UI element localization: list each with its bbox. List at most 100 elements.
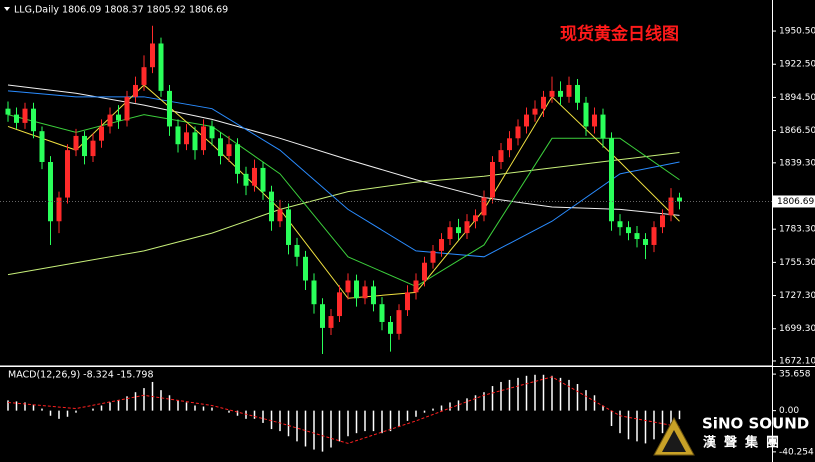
candle-body	[549, 90, 555, 97]
candle-body	[235, 144, 240, 174]
y-tick-label: -40.254	[779, 447, 814, 457]
candle-body	[660, 215, 665, 228]
y-tick-label: 1672.10	[779, 356, 815, 366]
candle-body	[422, 262, 427, 281]
y-tick-label: 1755.30	[779, 258, 815, 268]
candle-body	[201, 126, 206, 151]
candle-body	[566, 84, 572, 97]
candle-body	[617, 221, 623, 228]
candle-body	[116, 114, 121, 121]
candle-body	[515, 126, 521, 139]
logo-chinese: 漢聲集團	[703, 435, 787, 451]
candle-body	[303, 256, 308, 281]
candle-body	[379, 304, 385, 322]
candle-body	[82, 135, 87, 157]
candle-body	[320, 304, 325, 328]
candle-body	[73, 135, 79, 151]
candle-body	[651, 227, 657, 245]
candle-body	[14, 114, 19, 123]
candle-body	[490, 161, 495, 198]
candle-body	[532, 108, 538, 115]
candle-body	[600, 114, 606, 139]
candle-body	[447, 227, 453, 240]
candle-body	[133, 84, 138, 97]
candle-body	[481, 197, 487, 216]
candle-body	[354, 280, 359, 299]
candle-body	[592, 114, 597, 127]
candle-body	[413, 280, 419, 293]
moving-average	[7, 114, 680, 287]
candle-body	[56, 197, 62, 222]
candle-body	[456, 227, 461, 234]
macd-label: MACD(12,26,9) -8.324 -15.798	[8, 370, 153, 381]
candle-body	[388, 321, 393, 334]
y-tick-label: 1699.30	[779, 324, 815, 334]
chart-title: 现货黄金日线图	[560, 24, 679, 45]
candle-body	[464, 221, 470, 234]
candle-body	[243, 173, 249, 186]
candle-body	[99, 126, 104, 141]
candle-body	[626, 227, 631, 234]
candle-body	[209, 126, 215, 139]
candle-body	[371, 286, 376, 305]
candle-body	[48, 161, 53, 222]
candle-body	[5, 108, 11, 115]
candle-body	[473, 215, 478, 222]
candle-body	[634, 233, 640, 240]
candle-body	[668, 197, 674, 216]
candle-body	[22, 108, 28, 123]
candle-body	[439, 239, 444, 251]
candle-body	[405, 292, 410, 311]
logo: SiNO SOUND 漢聲集團	[653, 415, 809, 456]
candle-body	[575, 84, 580, 103]
y-tick-label: 1839.30	[779, 158, 815, 168]
moving-average	[7, 84, 680, 216]
candle-body	[362, 286, 368, 299]
candle-body	[524, 114, 529, 127]
candle-body	[226, 144, 232, 157]
header: LLG,Daily 1806.09 1808.37 1805.92 1806.6…	[14, 5, 228, 16]
candle-body	[175, 126, 181, 145]
candle-body	[345, 280, 351, 293]
candle-body	[498, 150, 504, 162]
candle-body	[558, 90, 563, 97]
candle-body	[430, 250, 436, 263]
candle-body	[609, 138, 614, 222]
candle-body	[184, 132, 189, 145]
candle-body	[141, 67, 147, 85]
candle-body	[150, 43, 155, 68]
candle-body	[286, 209, 291, 245]
candle-body	[311, 280, 317, 305]
logo-name: SiNO SOUND	[702, 415, 809, 433]
candle-body	[31, 108, 36, 132]
candle-body	[192, 132, 198, 151]
y-tick-label: 35.658	[779, 370, 811, 380]
last-price-box	[773, 195, 815, 208]
logo-icon-inner	[662, 430, 686, 452]
candle-body	[124, 96, 130, 121]
candle-body	[328, 316, 334, 328]
candle-body	[65, 150, 70, 198]
y-tick-label: 1894.50	[779, 93, 815, 103]
candle-body	[337, 292, 342, 317]
y-tick-label: 1727.30	[779, 291, 815, 301]
candle-body	[158, 43, 164, 91]
moving-average	[7, 90, 680, 258]
candle-body	[583, 102, 589, 127]
y-tick-label: 1866.50	[779, 126, 815, 136]
moving-average	[7, 152, 680, 276]
candle-body	[277, 209, 283, 222]
candle-body	[269, 191, 274, 222]
candle-body	[643, 239, 648, 245]
candle-body	[677, 197, 682, 202]
y-tick-label: 1922.50	[779, 60, 815, 70]
y-tick-label: 1783.30	[779, 225, 815, 235]
candle-body	[90, 140, 96, 157]
y-tick-label: 1950.50	[779, 27, 815, 37]
candle-body	[39, 131, 45, 162]
candle-body	[107, 114, 113, 127]
candle-body	[541, 96, 546, 109]
